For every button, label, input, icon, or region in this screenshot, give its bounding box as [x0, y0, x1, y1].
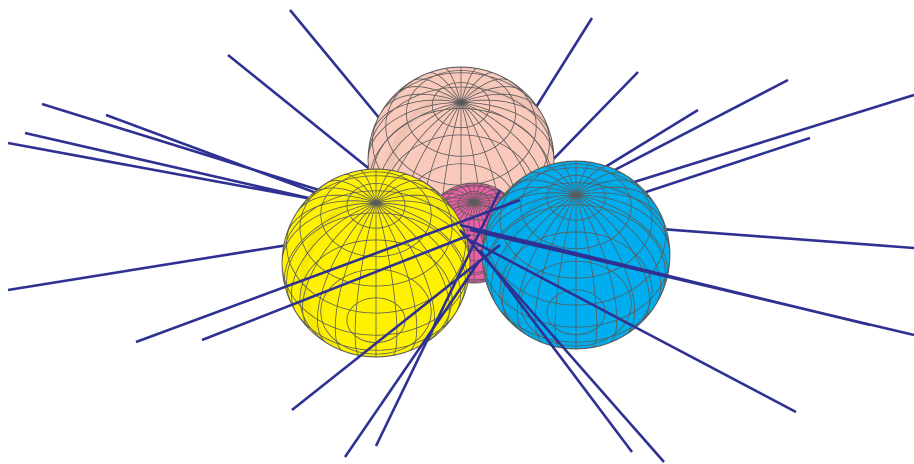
sphere-yellow-left-mesh: [282, 169, 470, 357]
ray-line: [343, 259, 482, 458]
ray-line: [291, 243, 501, 412]
ray-line: [459, 229, 665, 463]
sphere-cyan-right-mesh: [482, 161, 670, 349]
ray-line: [478, 249, 634, 453]
foreground-lines: [135, 189, 914, 463]
ray-line: [469, 228, 914, 337]
ray-line: [201, 233, 471, 342]
yellow-sphere: [281, 168, 471, 358]
ray-line: [469, 238, 797, 414]
ray-line: [135, 198, 521, 344]
